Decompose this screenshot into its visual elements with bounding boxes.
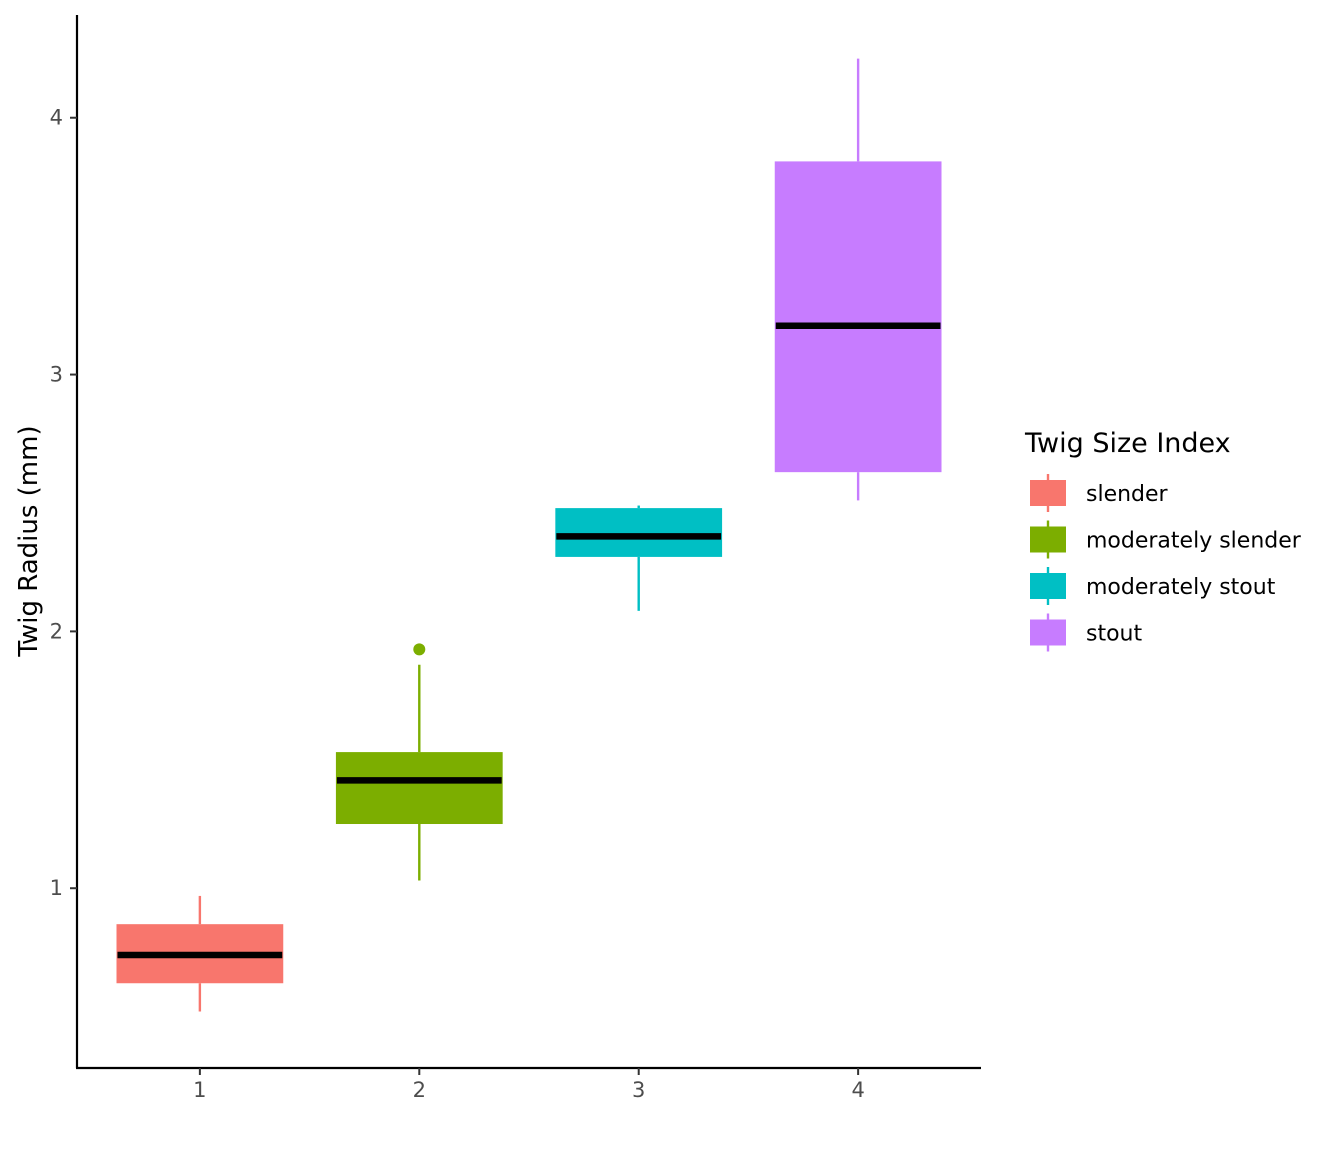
plot-area [116,58,942,1012]
x-tick-label: 2 [413,1078,426,1102]
x-tick-label: 1 [193,1078,206,1102]
legend-item: moderately stout [1030,567,1276,605]
box-iqr [335,752,503,825]
y-axis-title: Twig Radius (mm) [14,425,44,657]
y-tick-label: 3 [50,363,63,387]
legend-label: slender [1086,482,1169,507]
legend-item: moderately slender [1030,520,1302,559]
legend-key-box [1030,619,1066,646]
box-group [774,58,942,501]
box-iqr [555,508,723,557]
box-group [116,895,284,1012]
x-tick-label: 4 [851,1078,864,1102]
legend-label: moderately stout [1086,575,1276,600]
y-tick-label: 4 [50,106,63,130]
legend-item: stout [1030,613,1142,652]
legend: Twig Size Index slender moderately slende… [1024,428,1302,652]
box-group [335,643,503,881]
box-group [555,505,723,611]
x-tick-label: 3 [632,1078,645,1102]
y-tick-label: 1 [50,876,63,900]
legend-key-box [1030,526,1066,553]
legend-item: slender [1030,474,1169,512]
y-tick-label: 2 [50,619,63,643]
legend-label: stout [1086,622,1142,647]
legend-key-box [1030,480,1066,506]
legend-title: Twig Size Index [1024,428,1231,459]
outlier-point [413,643,426,656]
axes: 1 2 3 4 1 2 3 4 [50,15,981,1102]
legend-label: moderately slender [1086,529,1302,554]
box-iqr [774,161,942,473]
legend-key-box [1030,573,1066,599]
